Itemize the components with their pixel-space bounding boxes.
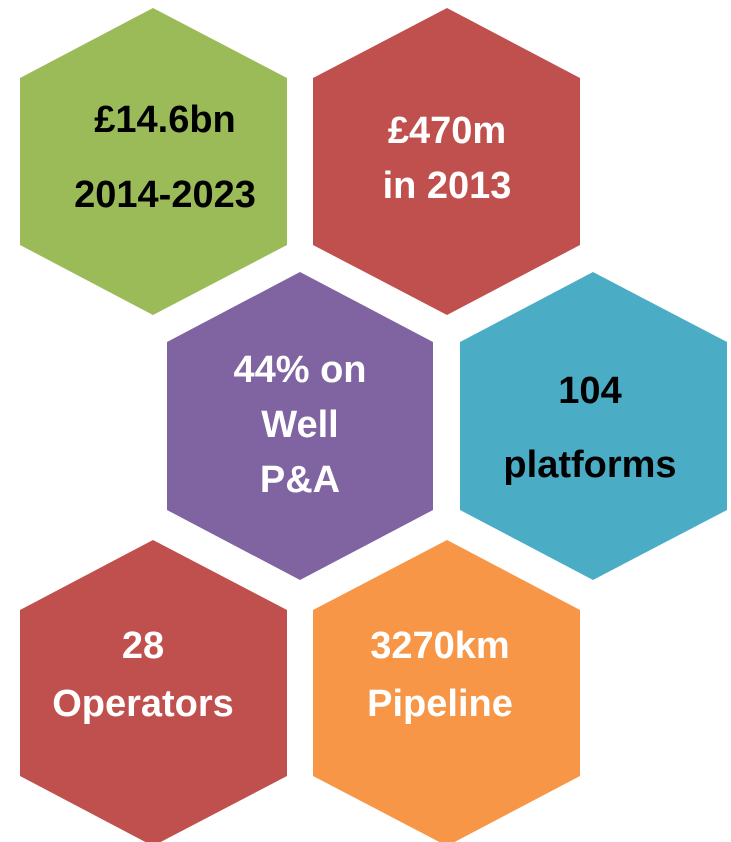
hexagon <box>460 272 727 580</box>
hexagon-text: £470m <box>388 110 506 152</box>
hexagon-text: £14.6bn <box>94 99 236 141</box>
hexagon-text: 28 <box>122 625 164 667</box>
hexagon-text: Well <box>261 404 338 446</box>
hexagon-text: platforms <box>503 444 676 486</box>
hexagon <box>167 272 433 580</box>
hexagon <box>20 8 287 315</box>
hexagon <box>313 540 580 842</box>
hexagon-text: Pipeline <box>367 683 513 725</box>
hexagon-text: 44% on <box>233 349 366 391</box>
hexagon-text: 2014-2023 <box>74 174 256 216</box>
hexagon-text: 3270km <box>370 625 509 667</box>
hexagon-text: in 2013 <box>383 165 512 207</box>
hexagon-text: Operators <box>52 683 234 725</box>
hexagon-text: 104 <box>558 370 621 412</box>
hexagon <box>20 540 287 842</box>
hexagon-text: P&A <box>260 459 340 501</box>
hexagon <box>313 8 580 315</box>
